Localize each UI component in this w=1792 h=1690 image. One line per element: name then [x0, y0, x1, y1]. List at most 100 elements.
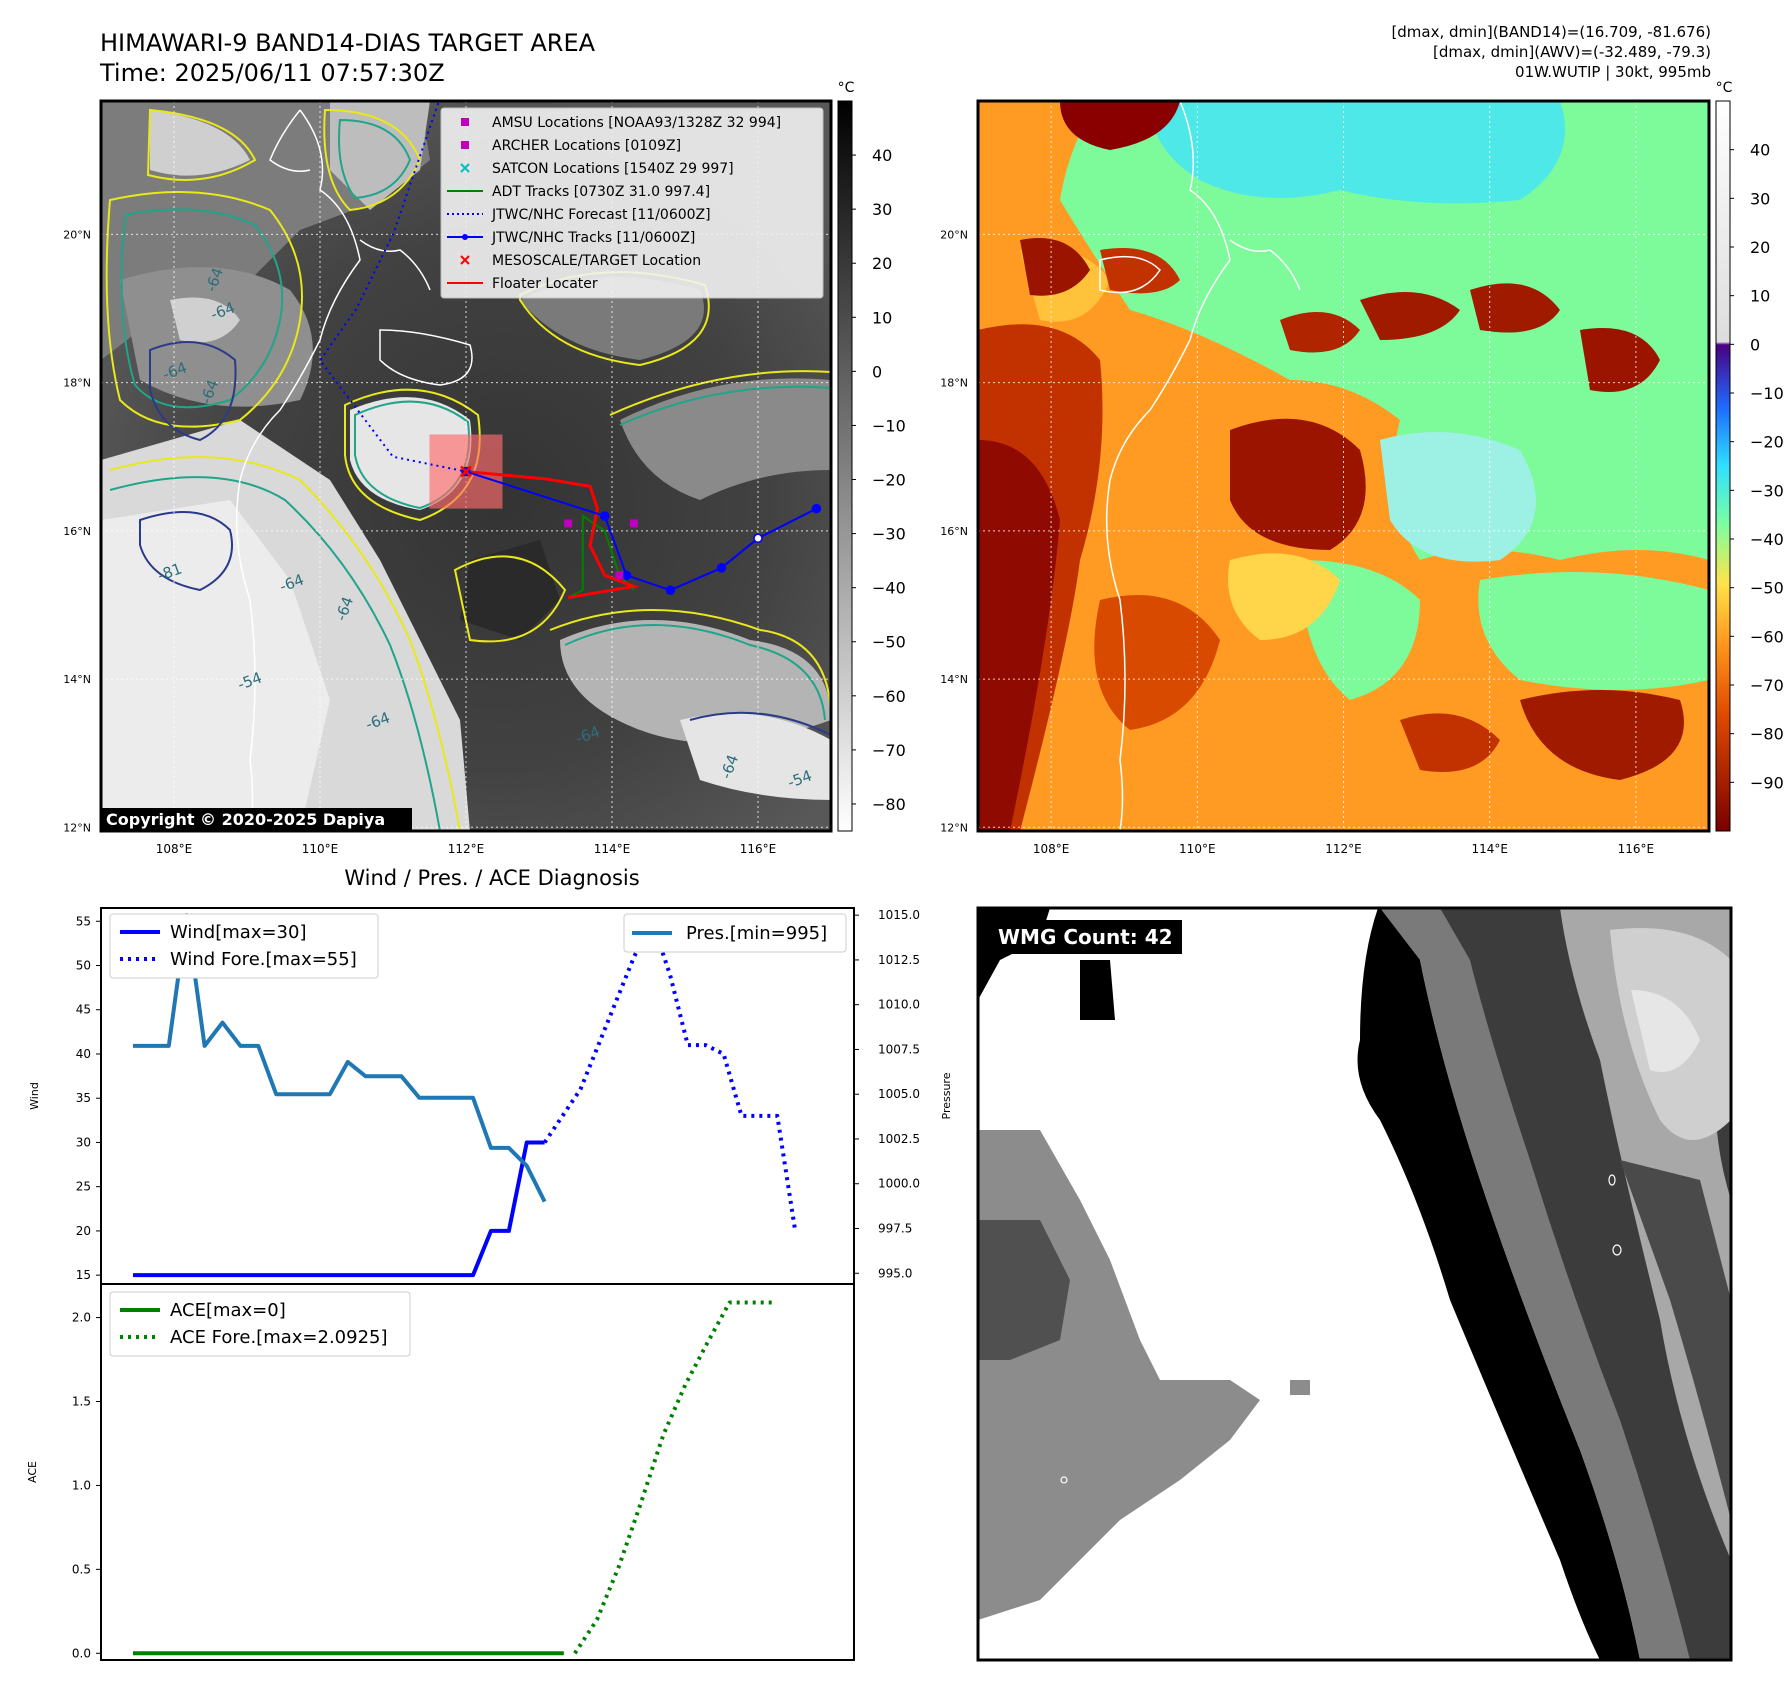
target-location-marker — [460, 465, 472, 478]
awv-colorbar-label: −70 — [1750, 676, 1784, 695]
legend-entry: Floater Locater — [492, 276, 598, 292]
awv-lon-label: 114°E — [1471, 842, 1508, 856]
ir-lat-label: 14°N — [63, 673, 91, 686]
ir-colorbar-label: −60 — [872, 687, 906, 706]
pressure-ytick-label: 1012.5 — [878, 953, 920, 967]
awv-colorbar — [1715, 100, 1731, 832]
wind-pressure-chart: 15 20 25 30 35 40 45 50 55 995.0 997.5 1000.0 1002.5… — [28, 907, 953, 1285]
ir-lat-label: 16°N — [63, 525, 91, 538]
legend-marker-dot — [462, 234, 468, 240]
legend-entry: AMSU Locations [NOAA93/1328Z 32 994] — [492, 115, 781, 131]
wind-axis-label: Wind — [28, 1082, 41, 1110]
awv-colorbar-label: 0 — [1750, 335, 1760, 354]
jtwc-track-point — [599, 511, 610, 521]
legend-marker — [460, 163, 470, 173]
ace-legend-entry: ACE[max=0] — [170, 1300, 286, 1321]
ir-colorbar-label: 0 — [872, 362, 882, 381]
pressure-ytick-label: 1002.5 — [878, 1132, 920, 1146]
wind-ytick-label: 20 — [76, 1224, 91, 1238]
ir-colorbar-label: 20 — [872, 254, 892, 273]
ace-ytick-label: 0.5 — [72, 1562, 91, 1576]
ir-lat-label: 20°N — [63, 228, 91, 241]
wind-legend-entry: Wind Fore.[max=55] — [170, 949, 357, 970]
ir-colorbar — [837, 100, 853, 832]
awv-colorbar-label: −40 — [1750, 530, 1784, 549]
jtwc-track-point — [811, 503, 822, 514]
ir-lon-label: 112°E — [448, 842, 485, 856]
ir-colorbar-unit: °C — [838, 80, 855, 96]
legend-entry: JTWC/NHC Forecast [11/0600Z] — [491, 207, 711, 223]
ir-lon-label: 110°E — [302, 842, 339, 856]
awv-colorbar-label: 20 — [1750, 238, 1770, 257]
ir-map-frame — [99, 99, 833, 833]
pressure-ytick-label: 1015.0 — [878, 908, 920, 922]
legend-entry: SATCON Locations [1540Z 29 997] — [492, 161, 734, 177]
awv-lon-label: 116°E — [1618, 842, 1655, 856]
jtwc-track-point — [716, 563, 727, 573]
pressure-axis-label: Pressure — [940, 1072, 953, 1119]
wmg-count-box — [990, 920, 1182, 954]
legend-entry: JTWC/NHC Tracks [11/0600Z] — [491, 230, 695, 246]
figure-time: Time: 2025/06/11 07:57:30Z — [100, 59, 445, 87]
awv-lat-label: 20°N — [940, 228, 968, 241]
ir-colorbar-label: 30 — [872, 200, 892, 219]
figure-title: HIMAWARI-9 BAND14-DIAS TARGET AREA — [100, 29, 596, 57]
ir-colorbar-label: −70 — [872, 741, 906, 760]
ir-colorbar-label: −80 — [872, 795, 906, 814]
awv-lon-label: 110°E — [1179, 842, 1216, 856]
ir-colorbar-label: −50 — [872, 633, 906, 652]
jtwc-track-point — [753, 533, 763, 544]
pressure-ytick-label: 995.0 — [878, 1266, 912, 1280]
archer-point — [615, 571, 624, 580]
ace-chart: 0.0 0.5 1.0 1.5 2.0 ACE ACE[max=0] ACE Fore.[ma… — [26, 1283, 855, 1661]
floater-track — [465, 470, 640, 600]
wind-legend — [109, 913, 379, 979]
wind-ytick-label: 15 — [76, 1268, 91, 1282]
ir-lat-label: 12°N — [63, 821, 91, 834]
ir-colorbar-label: −40 — [872, 579, 906, 598]
ir-lon-label: 114°E — [594, 842, 631, 856]
jtwc-track-point — [665, 585, 676, 595]
wind-ytick-label: 35 — [76, 1091, 91, 1105]
ace-legend-entry: ACE Fore.[max=2.0925] — [170, 1327, 388, 1348]
wind-ytick-label: 55 — [76, 914, 91, 928]
diagnostic-info-3: 01W.WUTIP | 30kt, 995mb — [1515, 63, 1711, 81]
awv-colorbar-label: −90 — [1750, 773, 1784, 792]
copyright-text: Copyright © 2020-2025 Dapiya — [106, 810, 385, 829]
awv-map-frame — [976, 99, 1711, 833]
ir-colorbar-label: −30 — [872, 525, 906, 544]
awv-colorbar-label: 40 — [1750, 141, 1770, 160]
wind-ytick-label: 50 — [76, 959, 91, 973]
awv-lat-label: 14°N — [940, 673, 968, 686]
jtwc-track-point — [621, 570, 632, 581]
ir-colorbar-label: −10 — [872, 416, 906, 435]
awv-colorbar-label: 30 — [1750, 189, 1770, 208]
awv-lon-label: 112°E — [1325, 842, 1362, 856]
wmg-count-label: WMG Count: 42 — [998, 925, 1173, 949]
pressure-ytick-label: 1010.0 — [878, 998, 920, 1012]
awv-colorbar-label: −50 — [1750, 579, 1784, 598]
pressure-ytick-label: 997.5 — [878, 1221, 912, 1235]
awv-lat-label: 12°N — [940, 821, 968, 834]
diagnostic-info-1: [dmax, dmin](BAND14)=(16.709, -81.676) — [1391, 23, 1711, 41]
pressure-ytick-label: 1005.0 — [878, 1087, 920, 1101]
ir-colorbar-label: 40 — [872, 146, 892, 165]
wmg-panel — [978, 908, 1731, 1660]
legend-entry: ADT Tracks [0730Z 31.0 997.4] — [492, 184, 710, 200]
awv-colorbar-label: 10 — [1750, 287, 1770, 306]
pressure-legend-entry: Pres.[min=995] — [686, 923, 827, 944]
wind-ytick-label: 30 — [76, 1135, 91, 1149]
legend-entry: MESOSCALE/TARGET Location — [492, 253, 701, 269]
legend-entry: ARCHER Locations [0109Z] — [492, 138, 681, 154]
ace-axis-label: ACE — [26, 1461, 39, 1483]
wind-legend-entry: Wind[max=30] — [170, 922, 307, 943]
awv-lat-label: 18°N — [940, 377, 968, 390]
ace-ytick-label: 0.0 — [72, 1646, 91, 1660]
awv-lon-label: 108°E — [1033, 842, 1070, 856]
ir-map-legend: AMSU Locations [NOAA93/1328Z 32 994] ARCH… — [440, 107, 824, 299]
awv-colorbar-label: −80 — [1750, 725, 1784, 744]
ir-lon-label: 108°E — [156, 842, 193, 856]
wind-ytick-label: 40 — [76, 1047, 91, 1061]
awv-colorbar-label: −30 — [1750, 481, 1784, 500]
